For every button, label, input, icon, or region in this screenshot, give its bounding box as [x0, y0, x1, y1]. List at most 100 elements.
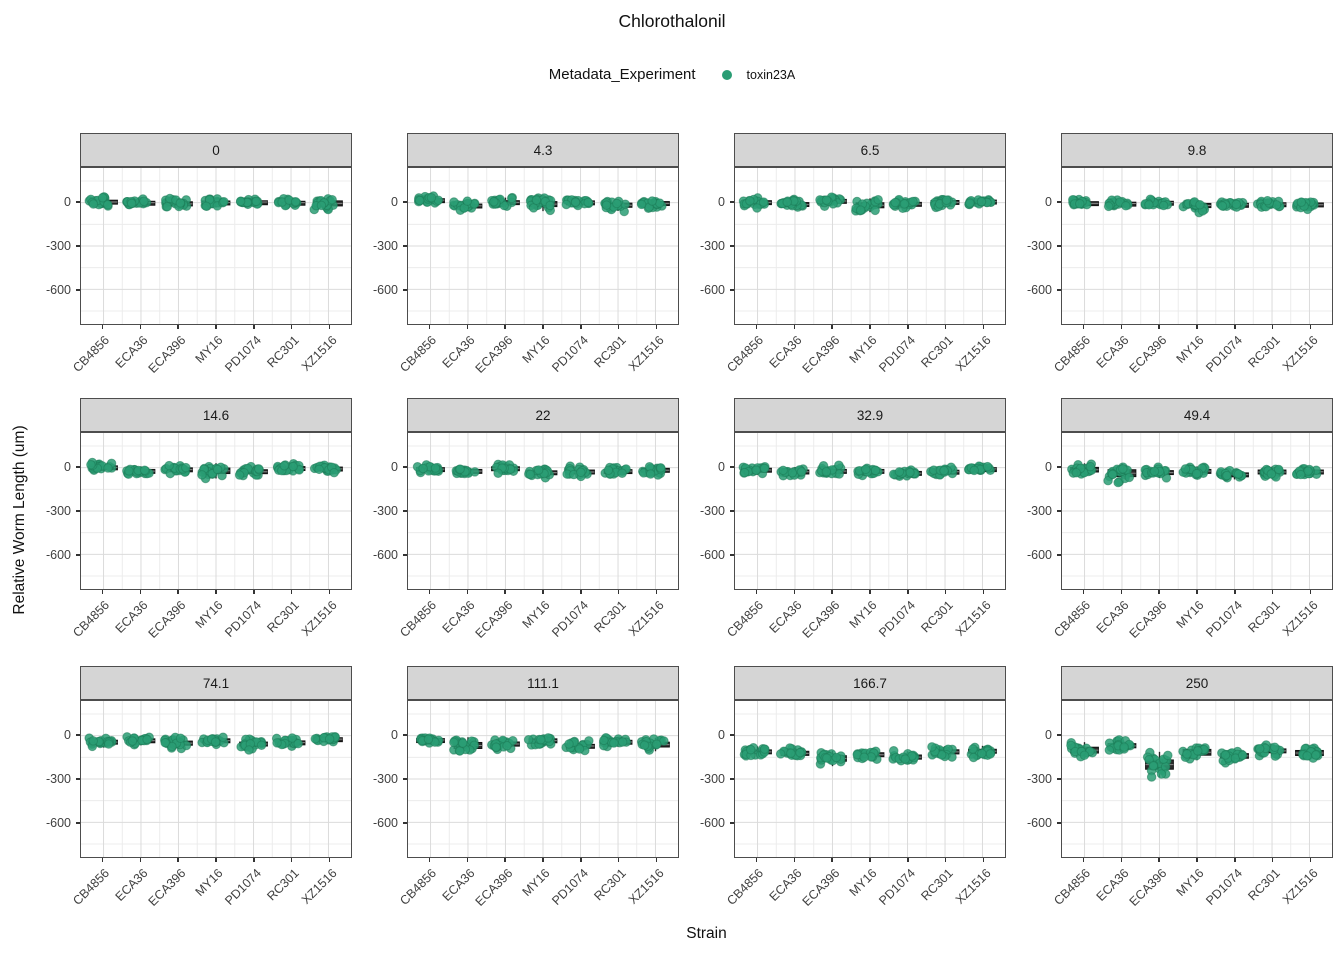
plot-title: Chlorothalonil	[618, 11, 726, 31]
y-tick-mark	[403, 466, 407, 468]
jitter-points-PD1074	[888, 465, 920, 481]
x-tick-mark	[215, 325, 217, 329]
x-tick-label: RC301	[918, 598, 956, 636]
x-tick-mark	[1196, 325, 1198, 329]
x-tick-mark	[542, 325, 544, 329]
y-axis-ticks: 0 -300 -600	[688, 167, 734, 325]
jitter-points-MY16	[200, 194, 229, 211]
x-tick-mark	[579, 858, 582, 862]
x-tick-mark	[655, 858, 658, 862]
jitter-points-RC301	[271, 733, 303, 751]
facet-6.5: 6.5 0 -300 -600 CB4856 ECA36 ECA396 MY16 PD1074 R…	[688, 133, 1006, 398]
facet-74.1: 74.1 0 -300 -600 CB4856 ECA36 ECA396 MY16 PD1074…	[34, 666, 352, 931]
y-tick-label: -600	[45, 815, 71, 830]
facet-strip-label: 9.8	[1061, 133, 1333, 167]
x-tick-mark	[1158, 590, 1161, 594]
y-tick-mark	[76, 554, 80, 556]
y-tick-label: -300	[1026, 239, 1052, 253]
facet-strip-label: 14.6	[80, 398, 352, 432]
jitter-points-XZ1516	[964, 461, 996, 476]
x-tick-mark	[101, 325, 104, 329]
jitter-points-CB4856	[84, 192, 113, 211]
x-tick-mark	[982, 858, 985, 862]
jitter-points-RC301	[929, 194, 957, 213]
jitter-points-CB4856	[412, 460, 444, 478]
x-tick-mark	[1196, 858, 1198, 862]
x-tick-label: RC301	[264, 333, 302, 371]
y-tick-mark	[403, 201, 407, 203]
x-tick-mark	[428, 325, 431, 329]
jitter-points-ECA396	[160, 460, 191, 479]
x-tick-mark	[1158, 858, 1161, 862]
y-tick-label: -300	[372, 504, 398, 518]
y-tick-label: 0	[64, 195, 71, 210]
x-axis-ticks: CB4856 ECA36 ECA396 MY16 PD1074 RC301 XZ1516	[71, 858, 352, 931]
x-tick-mark	[252, 325, 255, 329]
x-tick-label: CB4856	[724, 333, 767, 375]
jitter-points-CB4856	[413, 191, 444, 208]
panel	[734, 167, 1006, 325]
x-tick-label: RC301	[918, 866, 956, 904]
x-tick-mark	[1271, 858, 1274, 862]
jitter-points-PD1074	[1215, 465, 1247, 483]
x-tick-label: XZ1516	[625, 598, 667, 639]
jitter-points-XZ1516	[1291, 197, 1319, 215]
x-tick-label: MY16	[846, 333, 880, 366]
jitter-points-XZ1516	[1291, 464, 1322, 480]
x-axis-ticks: CB4856 ECA36 ECA396 MY16 PD1074 RC301 XZ1516	[398, 590, 679, 663]
y-tick-label: -300	[372, 772, 398, 786]
y-tick-label: -600	[372, 815, 398, 830]
y-tick-mark	[1057, 510, 1061, 512]
y-tick-mark	[403, 245, 407, 247]
y-tick-mark	[730, 554, 734, 556]
x-tick-label: CB4856	[1051, 333, 1094, 375]
x-tick-mark	[466, 858, 469, 862]
jitter-points-RC301	[926, 462, 958, 480]
x-tick-label: ECA396	[472, 598, 516, 641]
x-axis-ticks: CB4856 ECA36 ECA396 MY16 PD1074 RC301 XZ1516	[725, 590, 1006, 663]
x-tick-mark	[831, 590, 834, 594]
x-axis-ticks: CB4856 ECA36 ECA396 MY16 PD1074 RC301 XZ1516	[71, 590, 352, 663]
jitter-points-RC301	[927, 742, 957, 762]
jitter-points-ECA36	[776, 194, 808, 212]
x-tick-mark	[617, 858, 620, 862]
x-tick-label: PD1074	[875, 598, 918, 640]
x-tick-mark	[1233, 858, 1236, 862]
x-tick-label: CB4856	[1051, 866, 1094, 908]
panel-canvas	[81, 433, 351, 589]
jitter-points-ECA36	[448, 196, 480, 215]
y-tick-mark	[1057, 201, 1061, 203]
y-axis-title: Relative Worm Length (um)	[11, 425, 28, 615]
facet-111.1: 111.1 0 -300 -600 CB4856 ECA36 ECA396 MY16 PD107…	[361, 666, 679, 931]
panel-canvas	[1062, 433, 1332, 589]
jitter-points-CB4856	[739, 743, 770, 761]
y-tick-mark	[730, 289, 734, 291]
x-tick-mark	[1120, 325, 1123, 329]
x-tick-label: ECA396	[145, 598, 189, 641]
y-tick-label: -300	[45, 239, 71, 253]
x-tick-mark	[215, 858, 217, 862]
y-tick-label: 0	[1045, 728, 1052, 743]
x-tick-label: XZ1516	[625, 866, 667, 907]
x-tick-label: PD1074	[221, 333, 264, 375]
x-axis-ticks: CB4856 ECA36 ECA396 MY16 PD1074 RC301 XZ1516	[725, 858, 1006, 931]
y-tick-label: 0	[1045, 460, 1052, 475]
facet-14.6: 14.6 0 -300 -600 CB4856 ECA36 ECA396 MY16 PD1074…	[34, 398, 352, 663]
jitter-points-PD1074	[562, 461, 592, 482]
jitter-points-XZ1516	[309, 194, 338, 215]
y-tick-mark	[76, 822, 80, 824]
y-tick-label: 0	[64, 728, 71, 743]
x-tick-mark	[1233, 325, 1236, 329]
jitter-points-PD1074	[888, 746, 920, 766]
x-tick-mark	[139, 325, 142, 329]
jitter-points-ECA36	[776, 464, 808, 481]
jitter-points-PD1074	[561, 736, 594, 756]
x-tick-mark	[428, 590, 431, 594]
y-tick-mark	[76, 778, 80, 780]
jitter-points-ECA396	[815, 192, 846, 212]
panel-canvas	[735, 701, 1005, 857]
x-tick-mark	[906, 858, 909, 862]
x-tick-mark	[869, 590, 871, 594]
x-tick-label: MY16	[192, 598, 226, 631]
jitter-points-XZ1516	[309, 460, 342, 478]
